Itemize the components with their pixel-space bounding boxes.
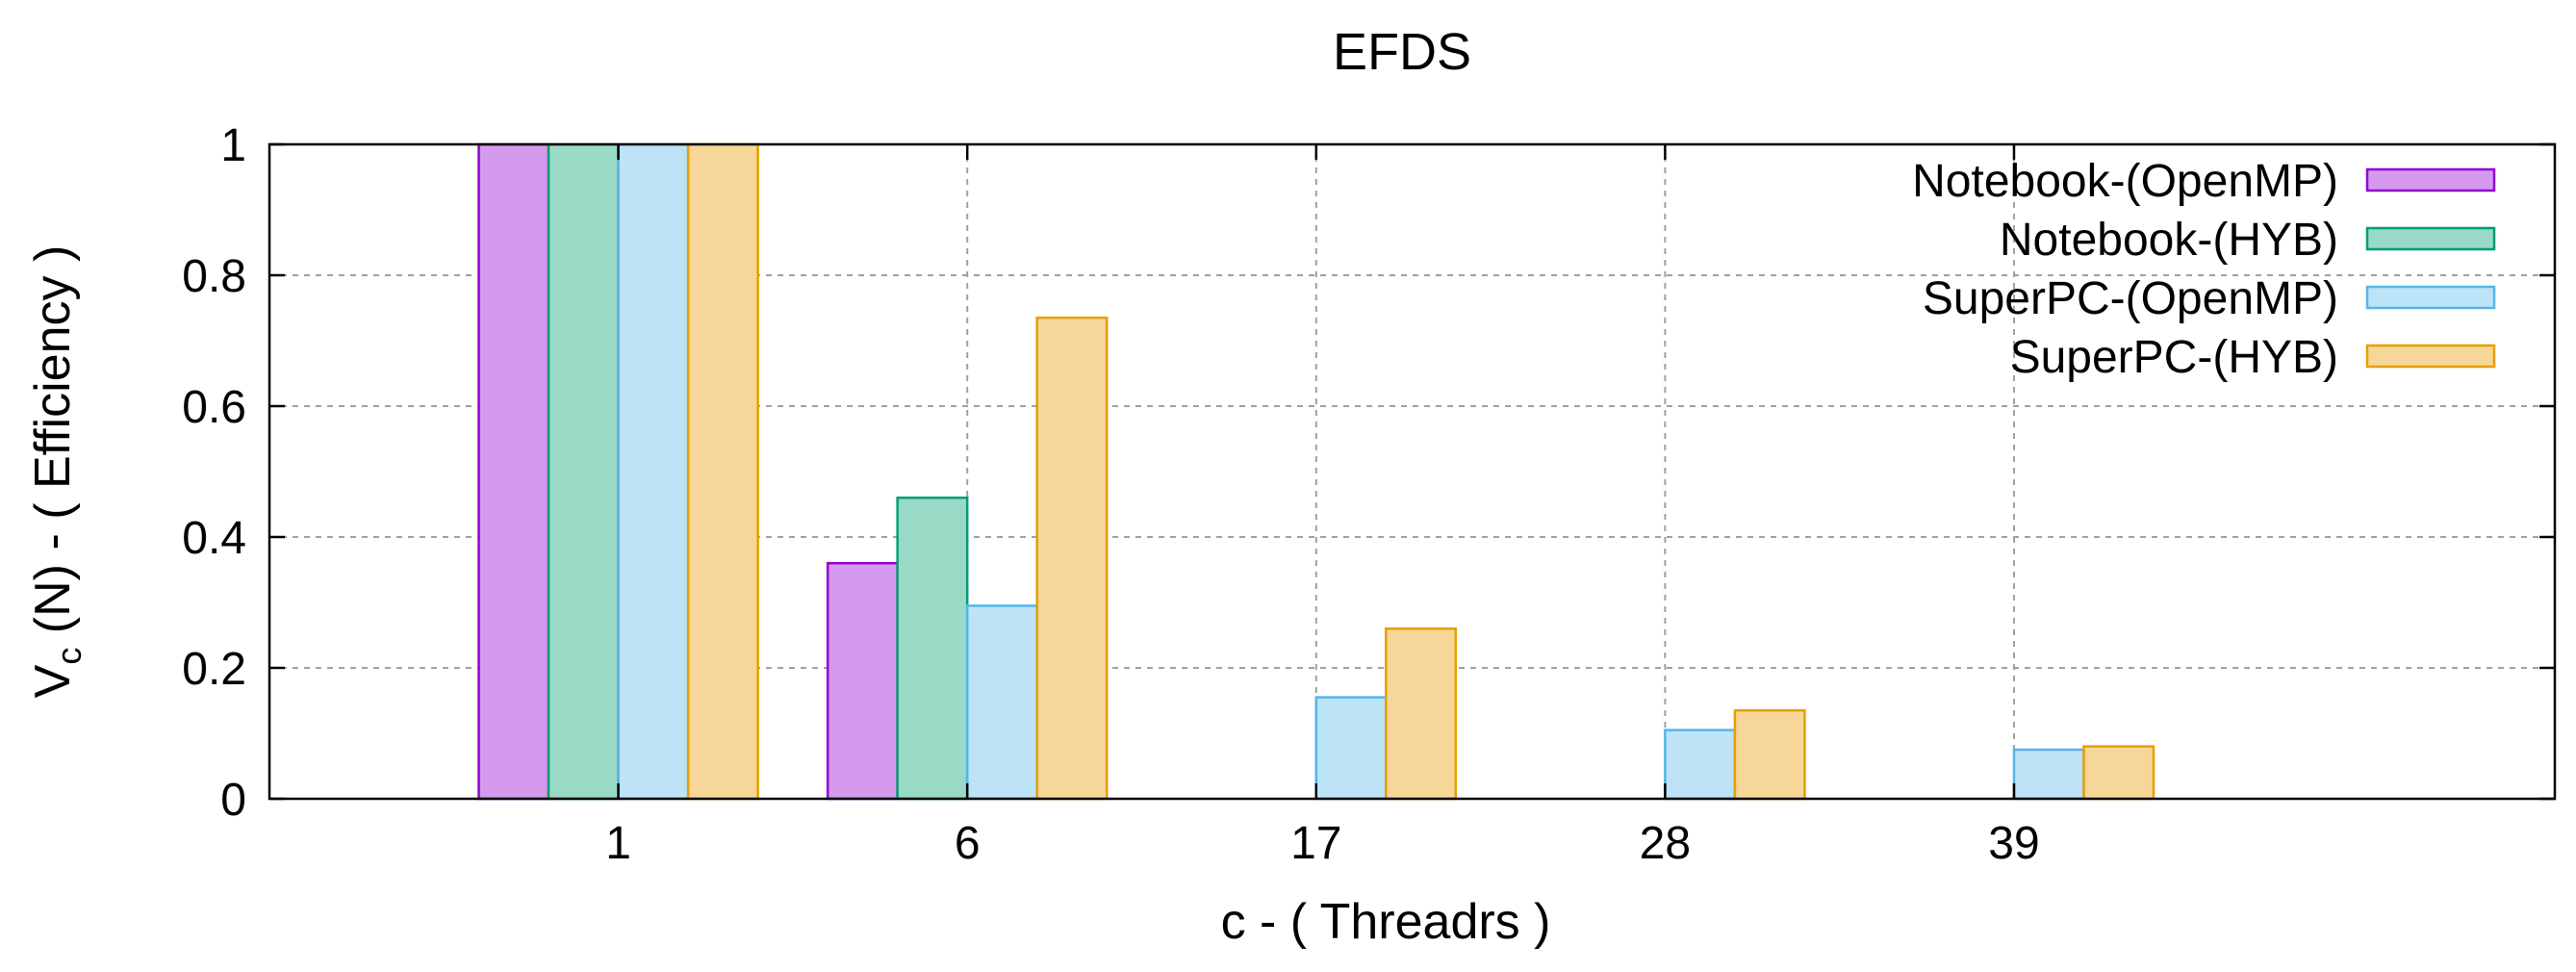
- bar-superpc-hyb-17: [1385, 627, 1458, 801]
- legend-label: SuperPC-(OpenMP): [1923, 273, 2338, 324]
- bar-superpc-hyb-28: [1733, 708, 1806, 801]
- y-tick-label: 0.2: [182, 644, 246, 695]
- bar-superpc-openmp-39: [2012, 748, 2085, 801]
- ticks: 0 0.2 0.4 0.6 0.8 1 1 6 17 28 39: [182, 120, 2555, 869]
- bar-notebook-openmp-6: [826, 561, 899, 801]
- legend-swatch: [2365, 285, 2496, 310]
- bar-notebook-hyb-6: [896, 496, 969, 801]
- y-tick-label: 0.8: [182, 251, 246, 302]
- y-axis-label-subscript: c: [49, 648, 89, 665]
- y-tick-label: 0.6: [182, 382, 246, 433]
- x-tick-label: 28: [1640, 818, 1691, 869]
- legend-swatch: [2365, 167, 2496, 192]
- bar-superpc-hyb-6: [1035, 316, 1109, 801]
- y-axis-label-main: V: [25, 664, 81, 698]
- bar-superpc-openmp-28: [1664, 729, 1737, 801]
- x-tick-label: 39: [1988, 818, 2039, 869]
- legend-label: SuperPC-(HYB): [2010, 332, 2338, 383]
- plot-frame: [268, 142, 2557, 801]
- legend-swatch: [2365, 344, 2496, 369]
- bar-superpc-hyb-1: [686, 142, 759, 801]
- bar-superpc-hyb-39: [2082, 745, 2155, 801]
- legend-label: Notebook-(HYB): [2000, 215, 2338, 266]
- bar-superpc-openmp-17: [1314, 696, 1388, 801]
- bar-notebook-openmp-1: [477, 142, 550, 801]
- bar-superpc-openmp-6: [965, 604, 1038, 801]
- chart-title: EFDS: [1333, 23, 1471, 81]
- y-tick-label: 1: [220, 120, 246, 171]
- y-axis-label: Vc (N) - ( Efficiency ): [25, 245, 89, 699]
- legend: Notebook-(OpenMP) Notebook-(HYB) SuperPC-(…: [1912, 156, 2496, 383]
- x-tick-label: 17: [1290, 818, 1341, 869]
- bars: [477, 142, 2155, 801]
- x-tick-label: 1: [605, 818, 631, 869]
- y-tick-label: 0: [220, 775, 246, 826]
- bar-superpc-openmp-1: [617, 142, 690, 801]
- x-axis-label: c - ( Threadrs ): [1221, 894, 1551, 950]
- legend-swatch: [2365, 226, 2496, 251]
- y-tick-label: 0.4: [182, 513, 246, 564]
- bar-notebook-hyb-1: [547, 142, 620, 801]
- x-tick-label: 6: [955, 818, 981, 869]
- legend-label: Notebook-(OpenMP): [1912, 156, 2338, 207]
- y-axis-label-rest: (N) - ( Efficiency ): [25, 245, 81, 648]
